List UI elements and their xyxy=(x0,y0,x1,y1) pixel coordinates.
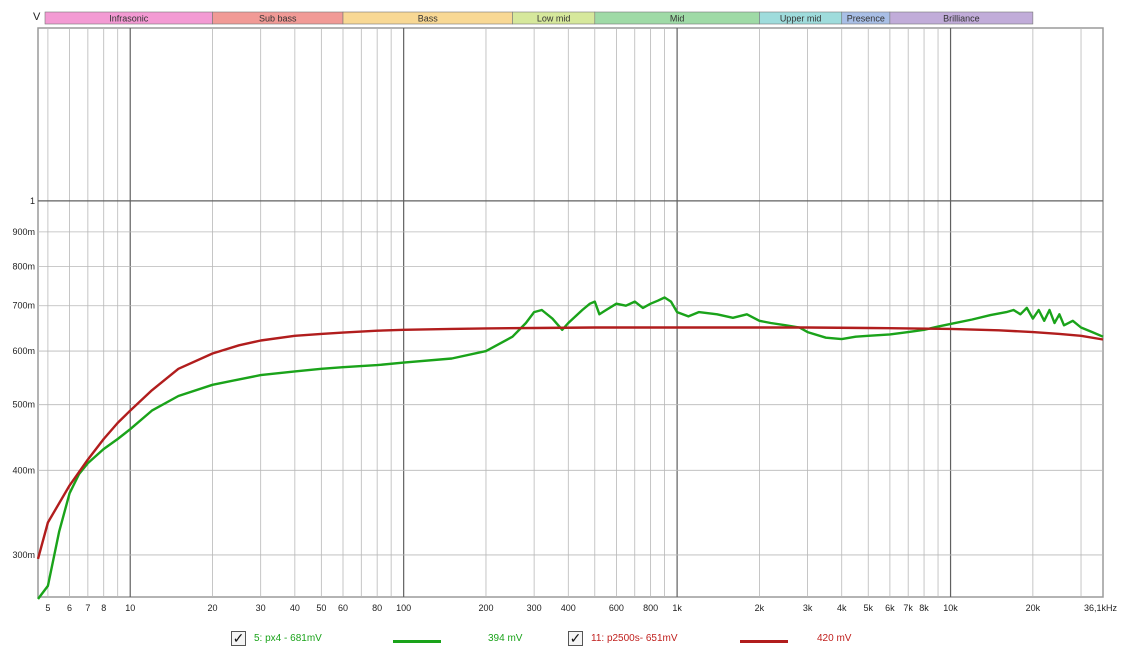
series-1-swatch xyxy=(393,640,441,643)
y-axis-unit: V xyxy=(33,11,41,23)
band-label-7: Brilliance xyxy=(943,14,980,24)
x-tick-label-15: 600 xyxy=(609,603,624,613)
grid xyxy=(37,27,1104,598)
legend-item-1[interactable]: ✓ 5: px4 - 681mV xyxy=(231,628,322,648)
band-label-3: Low mid xyxy=(537,14,571,24)
band-7 xyxy=(889,11,1034,25)
legend-item-2[interactable]: ✓ 11: p2500s- 651mV xyxy=(568,628,678,648)
y-tick-label-3: 700m xyxy=(12,301,35,311)
x-tick-label-2: 7 xyxy=(85,603,90,613)
series-line-1 xyxy=(37,296,1104,600)
x-tick-label-1: 6 xyxy=(67,603,72,613)
series-2-swatch xyxy=(740,640,788,643)
x-tick-label-0: 5 xyxy=(45,603,50,613)
band-label-0: Infrasonic xyxy=(109,14,149,24)
band-label-6: Presence xyxy=(847,14,885,24)
axis-ticks: 5 6 7 8 10 20 30 40 50 60 80 100 200 300 400 600 800 1k 2k… xyxy=(12,196,1117,613)
y-tick-label-0: 1 xyxy=(30,196,35,206)
band-label-4: Mid xyxy=(670,14,685,24)
series-line-2 xyxy=(36,326,1104,560)
series-2-checkbox[interactable]: ✓ xyxy=(568,630,583,646)
x-tick-label-9: 60 xyxy=(338,603,348,613)
x-tick-label-16: 800 xyxy=(643,603,658,613)
x-tick-label-12: 200 xyxy=(478,603,493,613)
x-tick-label-7: 40 xyxy=(290,603,300,613)
x-tick-label-24: 8k xyxy=(919,603,929,613)
x-tick-label-10: 80 xyxy=(372,603,382,613)
x-tick-label-27: 36,1kHz xyxy=(1084,603,1118,613)
x-tick-label-8: 50 xyxy=(316,603,326,613)
series-1-checkbox[interactable]: ✓ xyxy=(231,630,246,646)
y-tick-label-1: 900m xyxy=(12,227,35,237)
x-tick-label-3: 8 xyxy=(101,603,106,613)
series-2-value: 420 mV xyxy=(817,633,852,644)
y-tick-label-5: 500m xyxy=(12,400,35,410)
x-tick-label-21: 5k xyxy=(863,603,873,613)
series-1-value: 394 mV xyxy=(488,633,523,644)
band-label-2: Bass xyxy=(418,14,439,24)
series-lines xyxy=(36,296,1104,600)
x-tick-label-23: 7k xyxy=(903,603,913,613)
y-tick-label-7: 300m xyxy=(12,550,35,560)
x-tick-label-6: 30 xyxy=(256,603,266,613)
x-tick-label-17: 1k xyxy=(672,603,682,613)
y-tick-label-6: 400m xyxy=(12,465,35,475)
plot-frame xyxy=(37,27,1104,598)
series-1-label: 5: px4 - 681mV xyxy=(254,632,322,644)
band-label-5: Upper mid xyxy=(780,14,822,24)
x-tick-label-26: 20k xyxy=(1026,603,1041,613)
band-label-1: Sub bass xyxy=(259,14,297,24)
x-tick-label-22: 6k xyxy=(885,603,895,613)
x-tick-label-20: 4k xyxy=(837,603,847,613)
series-2-label: 11: p2500s- 651mV xyxy=(591,632,678,644)
x-tick-label-14: 400 xyxy=(561,603,576,613)
x-tick-label-5: 20 xyxy=(208,603,218,613)
y-tick-label-2: 800m xyxy=(12,261,35,271)
x-tick-label-19: 3k xyxy=(803,603,813,613)
x-tick-label-4: 10 xyxy=(125,603,135,613)
x-tick-label-13: 300 xyxy=(527,603,542,613)
x-tick-label-11: 100 xyxy=(396,603,411,613)
x-tick-label-18: 2k xyxy=(755,603,765,613)
frequency-bands: Infrasonic Sub bass Bass Low mid Mid Upper mi… xyxy=(44,11,1034,25)
x-tick-label-25: 10k xyxy=(943,603,958,613)
y-tick-label-4: 600m xyxy=(12,346,35,356)
